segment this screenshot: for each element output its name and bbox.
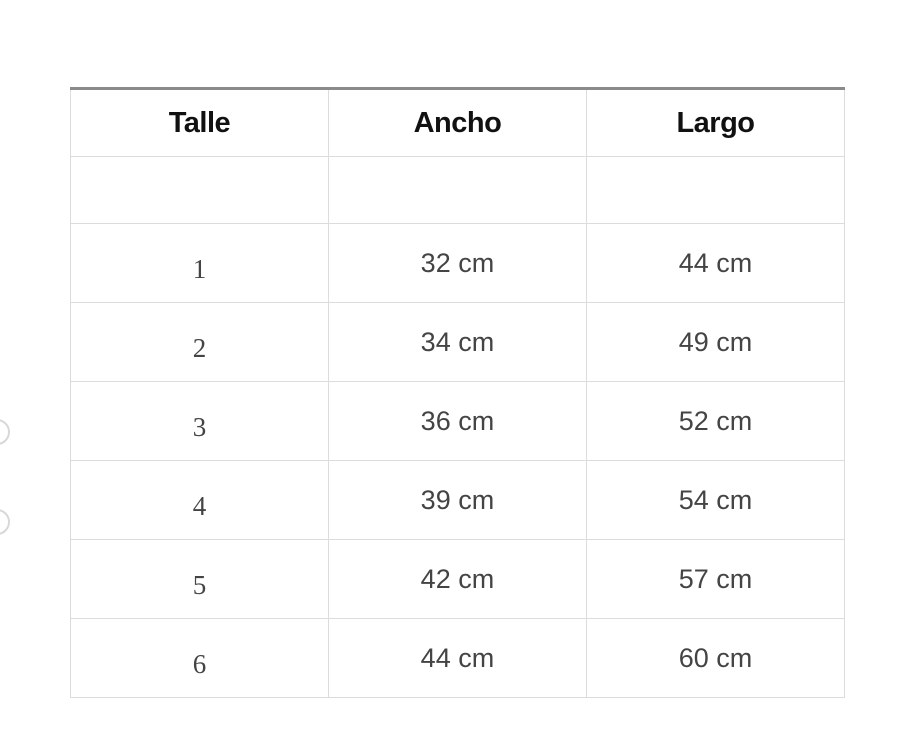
header-largo: Largo — [585, 88, 846, 157]
cell-talle: 5 — [70, 539, 329, 619]
cell-talle: 3 — [70, 381, 329, 461]
cell-ancho: 36 cm — [327, 381, 587, 461]
cell-ancho: 44 cm — [327, 618, 587, 698]
cell-largo: 54 cm — [585, 460, 846, 540]
cell-largo: 60 cm — [585, 618, 846, 698]
cell-talle: 1 — [70, 223, 329, 303]
cell-talle: 6 — [70, 618, 329, 698]
cell-talle: 4 — [70, 460, 329, 540]
header-talle: Talle — [70, 88, 329, 157]
header-row: Talle Ancho Largo — [70, 88, 846, 157]
cell-ancho: 42 cm — [327, 539, 587, 619]
carousel-dot[interactable] — [0, 509, 10, 535]
empty-cell — [70, 156, 329, 224]
cell-largo: 44 cm — [585, 223, 846, 303]
header-ancho: Ancho — [327, 88, 587, 157]
table-row: 4 39 cm 54 cm — [70, 460, 846, 540]
cell-largo: 52 cm — [585, 381, 846, 461]
empty-cell — [327, 156, 587, 224]
cell-talle: 2 — [70, 302, 329, 382]
cell-ancho: 39 cm — [327, 460, 587, 540]
cell-largo: 57 cm — [585, 539, 846, 619]
table-row: 3 36 cm 52 cm — [70, 381, 846, 461]
table-row: 5 42 cm 57 cm — [70, 539, 846, 619]
cell-ancho: 32 cm — [327, 223, 587, 303]
table-row: 1 32 cm 44 cm — [70, 223, 846, 303]
cell-largo: 49 cm — [585, 302, 846, 382]
size-table: Talle Ancho Largo 1 32 cm 44 cm 2 34 cm 49 cm… — [70, 87, 846, 698]
cell-ancho: 34 cm — [327, 302, 587, 382]
table-row: 2 34 cm 49 cm — [70, 302, 846, 382]
table-row: 6 44 cm 60 cm — [70, 618, 846, 698]
carousel-dot[interactable] — [0, 419, 10, 445]
empty-row — [70, 156, 846, 224]
empty-cell — [585, 156, 846, 224]
